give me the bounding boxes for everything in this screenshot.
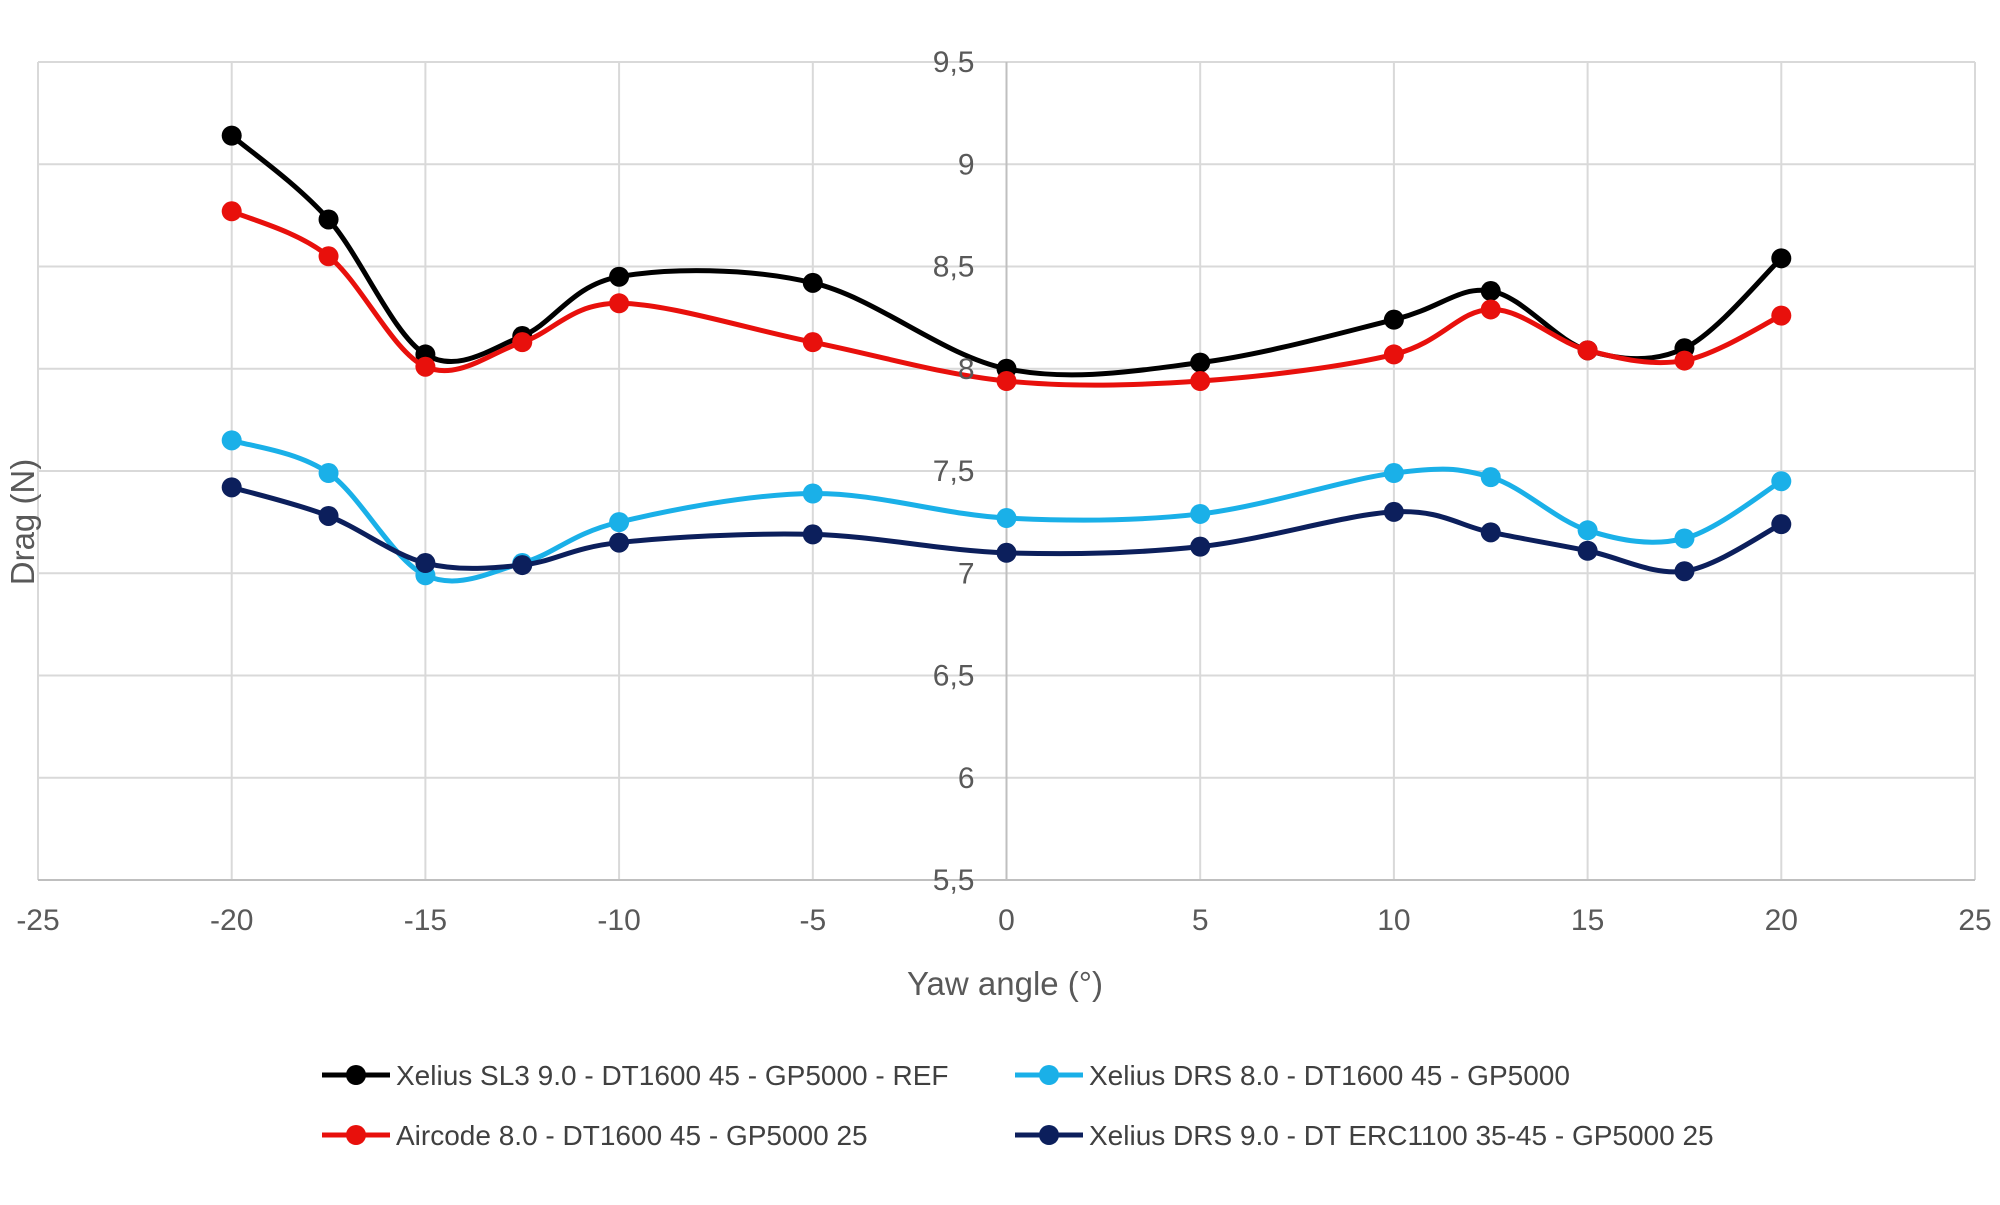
y-axis-title: Drag (N) [4,459,41,586]
data-point [996,371,1017,392]
data-point [1190,371,1211,392]
data-point [1771,248,1792,269]
data-point [1190,352,1211,373]
data-point [802,332,823,353]
y-tick-label: 8,5 [933,251,975,284]
data-point [1674,561,1695,582]
data-point [1771,514,1792,535]
legend-item: Xelius DRS 9.0 - DT ERC1100 35-45 - GP50… [1015,1120,1714,1151]
data-point [318,209,339,230]
legend-swatch-marker [1039,1065,1059,1085]
legend: Xelius SL3 9.0 - DT1600 45 - GP5000 - RE… [322,1060,1714,1151]
legend-item: Xelius DRS 8.0 - DT1600 45 - GP5000 [1015,1060,1570,1091]
x-tick-label: 25 [1958,904,1991,937]
x-tick-label: -25 [16,904,59,937]
x-tick-label: -5 [799,904,826,937]
legend-swatch-marker [1039,1125,1059,1145]
x-tick-label: 5 [1192,904,1209,937]
legend-label: Aircode 8.0 - DT1600 45 - GP5000 25 [396,1120,868,1151]
y-tick-label: 7 [958,557,975,590]
tick-labels: -25 -20 -15 -10 -5 0 5 10 15 20 25 5,5 6 6,5 7 7,5 8 8,5 9… [16,46,1991,937]
data-point [1383,463,1404,484]
data-point [415,356,436,377]
y-tick-label: 9,5 [933,46,975,79]
data-point [996,542,1017,563]
data-point [221,430,242,451]
data-point [1480,299,1501,320]
data-point [512,555,533,576]
data-point [1190,503,1211,524]
data-point [996,508,1017,529]
data-point [802,272,823,293]
legend-label: Xelius DRS 8.0 - DT1600 45 - GP5000 [1089,1060,1570,1091]
data-point [609,512,630,533]
legend-swatch-marker [346,1125,366,1145]
x-tick-label: 15 [1571,904,1604,937]
data-point [512,332,533,353]
series-4 [221,477,1792,582]
x-axis-title: Yaw angle (°) [907,965,1103,1002]
data-point [1480,467,1501,488]
data-point [1674,350,1695,371]
data-point [415,553,436,574]
data-point [1383,501,1404,522]
x-tick-label: 20 [1765,904,1798,937]
data-point [802,524,823,545]
data-point [609,266,630,287]
legend-item: Aircode 8.0 - DT1600 45 - GP5000 25 [322,1120,868,1151]
y-tick-label: 6 [958,762,975,795]
data-point [1383,309,1404,330]
y-tick-label: 5,5 [933,864,975,897]
legend-label: Xelius SL3 9.0 - DT1600 45 - GP5000 - RE… [396,1060,949,1091]
y-tick-label: 7,5 [933,455,975,488]
legend-item: Xelius SL3 9.0 - DT1600 45 - GP5000 - RE… [322,1060,949,1091]
y-tick-label: 9 [958,148,975,181]
data-point [802,483,823,504]
data-point [1577,520,1598,541]
data-point [1190,536,1211,557]
legend-label: Xelius DRS 9.0 - DT ERC1100 35-45 - GP50… [1089,1120,1714,1151]
data-point [609,293,630,314]
series-lines [221,125,1792,586]
x-tick-label: -10 [597,904,640,937]
data-point [1480,522,1501,543]
data-point [609,532,630,553]
data-point [1771,471,1792,492]
data-point [221,201,242,222]
data-point [318,463,339,484]
data-point [1577,540,1598,561]
data-point [1771,305,1792,326]
series-3 [221,201,1792,392]
data-point [318,505,339,526]
legend-swatch-marker [346,1065,366,1085]
axes [38,62,1975,881]
x-tick-label: 0 [998,904,1015,937]
x-tick-label: -15 [404,904,447,937]
series-2 [221,430,1792,586]
data-point [221,125,242,146]
x-tick-label: 10 [1377,904,1410,937]
y-tick-label: 8 [958,353,975,386]
y-tick-label: 6,5 [933,660,975,693]
data-point [1674,528,1695,549]
data-point [1577,340,1598,361]
data-point [1480,281,1501,302]
data-point [1383,344,1404,365]
data-point [318,246,339,267]
x-tick-label: -20 [210,904,253,937]
data-point [221,477,242,498]
